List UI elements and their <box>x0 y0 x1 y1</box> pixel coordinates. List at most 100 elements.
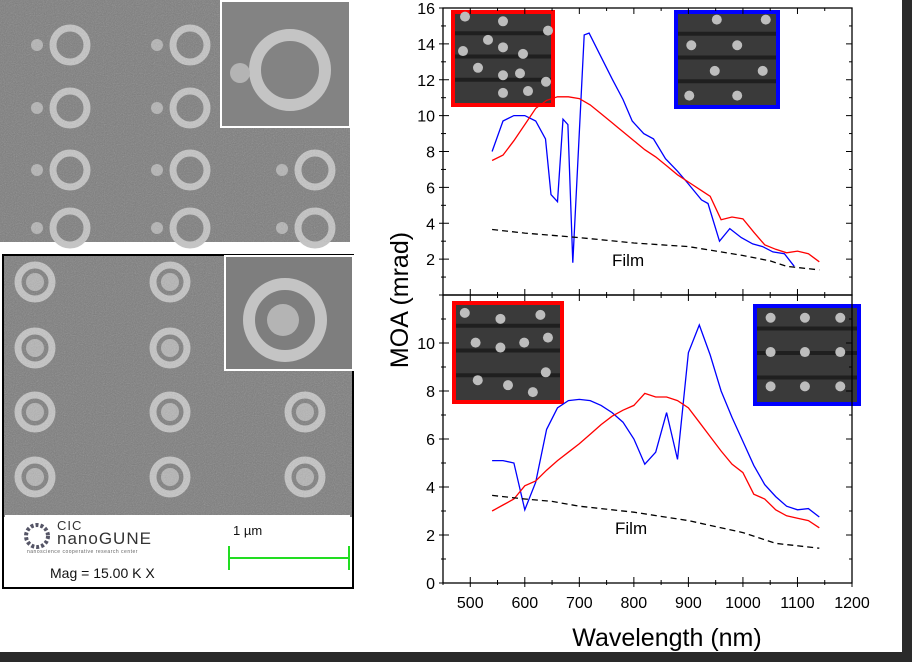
inset-particle <box>760 14 771 25</box>
x-tick-label: 700 <box>566 595 593 612</box>
inset-particle <box>765 312 776 323</box>
scale-bar <box>228 546 350 570</box>
red-series-line <box>491 96 820 263</box>
y-tick-label: 2 <box>426 528 435 545</box>
blue-inset-bottom <box>753 304 861 406</box>
y-tick-label: 4 <box>426 480 435 497</box>
y-tick-label: 16 <box>417 1 435 18</box>
inset-particle <box>684 90 695 101</box>
magnification-label: Mag = 15.00 K X <box>50 565 155 581</box>
sem-info-bar: CIC nanoGUNE nanoscience cooperative res… <box>5 515 350 585</box>
blue-series-line <box>492 323 820 518</box>
inset-particle <box>460 11 470 22</box>
x-tick-label: 600 <box>511 595 538 612</box>
y-tick-label: 12 <box>417 73 435 90</box>
inset-particle <box>732 90 743 101</box>
inset-particle <box>799 312 810 323</box>
inset-particle <box>835 312 846 323</box>
inset-stripe <box>757 326 857 331</box>
inset-particle <box>542 332 553 343</box>
inset-particle <box>835 347 846 358</box>
inset-stripe <box>456 373 560 378</box>
inset-stripe <box>456 323 560 328</box>
ring-structure <box>249 29 331 111</box>
inset-particle <box>519 337 530 348</box>
inset-particle <box>535 309 546 320</box>
inset-particle <box>541 76 551 87</box>
nanogune-logo-icon <box>24 523 50 549</box>
y-tick-label: 2 <box>426 252 435 269</box>
inset-particle <box>498 16 508 27</box>
inset-stripe <box>455 54 551 59</box>
inset-particle <box>835 381 846 392</box>
y-tick-label: 10 <box>417 336 435 353</box>
y-tick-label: 10 <box>417 109 435 126</box>
logo-cic: CIC <box>57 518 83 533</box>
inset-particle <box>765 381 776 392</box>
y-tick-label: 0 <box>426 576 435 593</box>
inset-particle <box>527 387 538 398</box>
y-tick-label: 8 <box>426 384 435 401</box>
inset-stripe <box>678 79 776 84</box>
blue-inset-top <box>674 10 780 109</box>
inset-particle <box>518 48 528 59</box>
inset-particle <box>503 380 513 391</box>
y-tick-label: 8 <box>426 145 435 162</box>
y-tick-label: 6 <box>426 180 435 197</box>
inset-particle <box>799 347 810 358</box>
x-axis-label: Wavelength (nm) <box>572 624 761 652</box>
inset-particle <box>498 87 508 98</box>
film-series-line <box>492 228 820 271</box>
red-inset-top <box>451 10 555 107</box>
inset-particle <box>483 34 493 45</box>
film-series-line <box>492 494 820 549</box>
inset-particle <box>711 14 722 25</box>
inset-particle <box>732 40 743 51</box>
inset-particle <box>473 62 483 73</box>
inset-particle <box>765 347 776 358</box>
x-tick-label: 800 <box>621 595 648 612</box>
sem-panel-border <box>2 254 354 589</box>
inset-particle <box>495 313 506 324</box>
inset-particle <box>799 381 810 392</box>
scale-bar-label: 1 µm <box>233 523 263 538</box>
x-tick-label: 1200 <box>834 595 870 612</box>
film-label-top: Film <box>612 251 644 270</box>
inset-particle <box>515 68 525 79</box>
inset-particle <box>709 65 720 76</box>
inset-particle <box>498 70 508 81</box>
red-series-line <box>491 392 820 529</box>
inset-stripe <box>456 348 560 353</box>
x-tick-label: 900 <box>675 595 702 612</box>
inset-particle <box>686 40 697 51</box>
inset-stripe <box>757 375 857 380</box>
red-inset-bottom <box>452 301 564 404</box>
logo-subtitle: nanoscience cooperative research center <box>27 549 138 555</box>
y-tick-label: 14 <box>417 37 435 54</box>
film-label-bottom: Film <box>615 519 647 538</box>
inset-stripe <box>678 55 776 60</box>
y-tick-label: 6 <box>426 432 435 449</box>
inset-particle <box>472 375 483 386</box>
inset-particle <box>543 25 553 36</box>
y-tick-label: 4 <box>426 216 435 233</box>
inset-particle <box>540 367 551 378</box>
inset-stripe <box>455 31 551 36</box>
inset-particle <box>458 46 468 57</box>
ring-structure <box>243 278 327 362</box>
inset-particle <box>495 342 506 353</box>
inset-stripe <box>678 31 776 36</box>
inset-particle <box>757 65 768 76</box>
x-tick-label: 1100 <box>780 595 815 612</box>
logo-name: nanoGUNE <box>57 529 152 548</box>
x-tick-label: 500 <box>457 595 484 612</box>
inset-particle <box>470 337 481 348</box>
blue-series-line <box>491 32 795 267</box>
inset-particle <box>459 307 470 318</box>
inset-particle <box>498 42 508 53</box>
disk-structure <box>267 304 299 336</box>
y-axis-label: MOA (mrad) <box>386 232 414 368</box>
x-tick-label: 1000 <box>725 595 761 612</box>
